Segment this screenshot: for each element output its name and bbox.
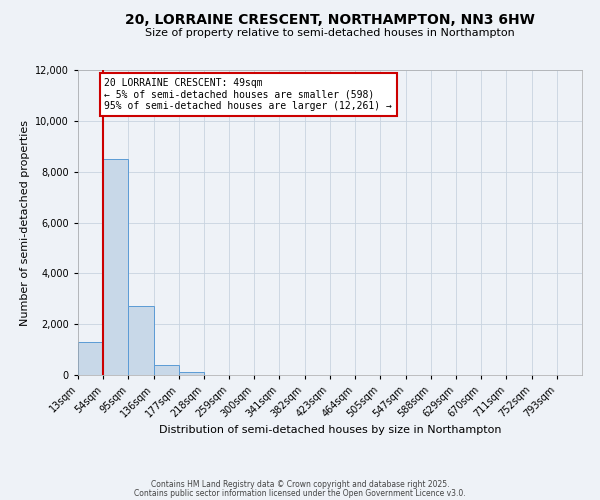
Bar (128, 306, 154, 375)
Bar (179, 372, 204, 375)
Text: Contains public sector information licensed under the Open Government Licence v3: Contains public sector information licen… (134, 488, 466, 498)
Text: Size of property relative to semi-detached houses in Northampton: Size of property relative to semi-detach… (145, 28, 515, 38)
Y-axis label: Number of semi-detached properties: Number of semi-detached properties (20, 120, 29, 326)
Bar (154, 366, 179, 375)
Text: 20, LORRAINE CRESCENT, NORTHAMPTON, NN3 6HW: 20, LORRAINE CRESCENT, NORTHAMPTON, NN3 … (125, 12, 535, 26)
Text: Contains HM Land Registry data © Crown copyright and database right 2025.: Contains HM Land Registry data © Crown c… (151, 480, 449, 489)
Text: 20 LORRAINE CRESCENT: 49sqm
← 5% of semi-detached houses are smaller (598)
95% o: 20 LORRAINE CRESCENT: 49sqm ← 5% of semi… (104, 78, 392, 111)
X-axis label: Distribution of semi-detached houses by size in Northampton: Distribution of semi-detached houses by … (159, 424, 501, 434)
Bar (103, 159, 128, 375)
Bar (78, 342, 103, 375)
